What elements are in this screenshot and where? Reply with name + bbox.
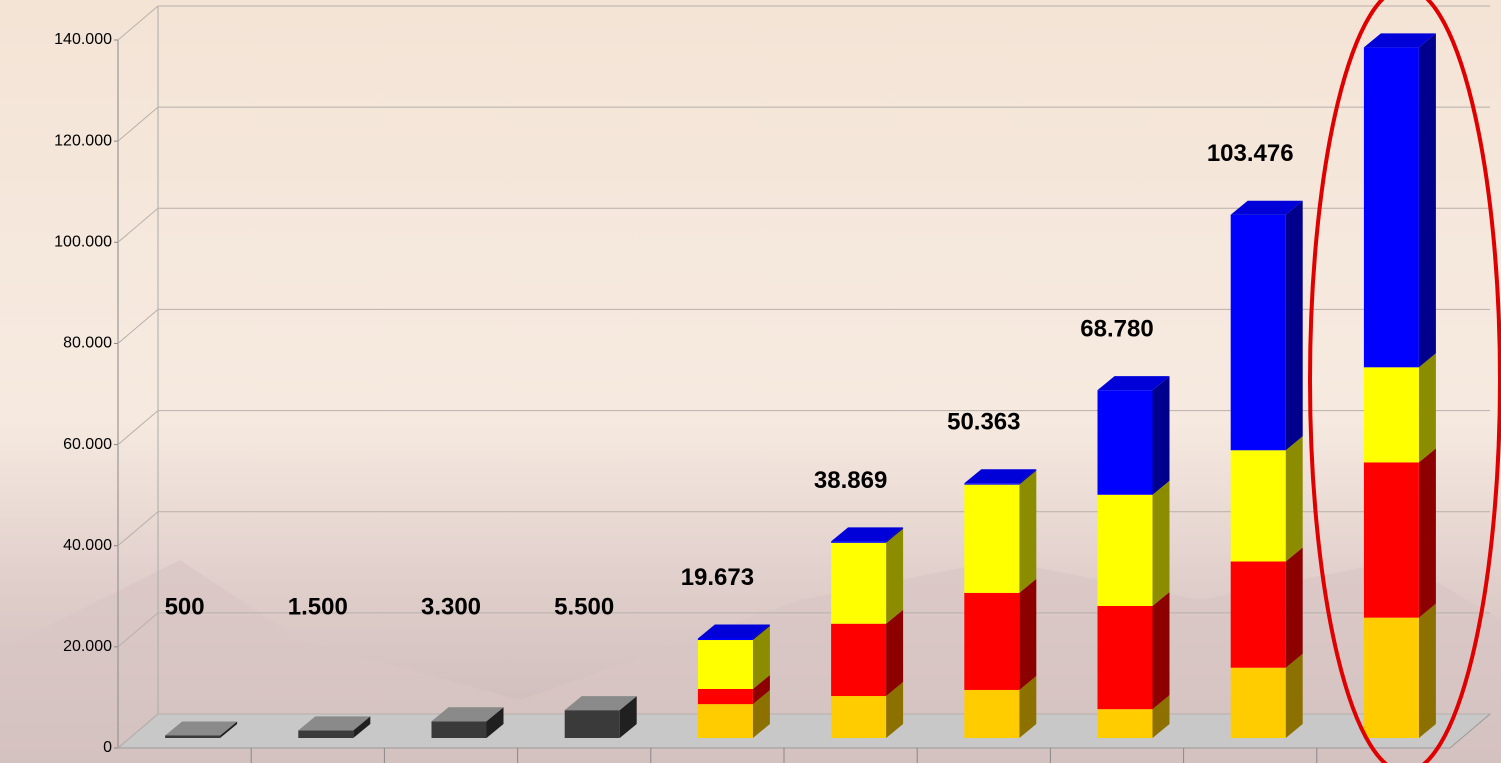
bar-segment [964,690,1019,738]
bar-segment [831,624,886,696]
bar-segment [1098,709,1153,738]
y-tick-label: 100.000 [54,234,112,251]
bar-segment [1364,618,1419,738]
bar-segment [1231,215,1286,451]
bar-segment [1231,562,1286,668]
bar-side [886,610,903,696]
bar-side [1153,376,1170,495]
bar-segment [165,735,220,738]
total-label: 19.673 [681,564,754,591]
total-label: 50.363 [947,409,1020,436]
bar-side [1019,579,1036,690]
bar-segment [1098,606,1153,709]
y-tick-label: 80.000 [63,335,112,352]
bar-segment [1231,668,1286,738]
bar-side [1419,448,1436,617]
bar-segment [1098,495,1153,606]
total-label: 5.500 [554,593,614,620]
bar-segment [831,543,886,624]
bar-segment [964,483,1019,484]
bar-segment [565,710,620,738]
total-label: 103.476 [1207,140,1294,167]
bar-side [1153,481,1170,606]
bar-segment [1364,462,1419,617]
bar-side [1153,592,1170,709]
bar-side [1286,548,1303,668]
bar-side [1286,201,1303,451]
bar-segment [1364,47,1419,367]
bar-segment [698,640,753,689]
total-label: 38.869 [814,467,887,494]
total-label: 500 [165,593,205,620]
y-tick-label: 20.000 [63,638,112,655]
y-tick-label: 60.000 [63,436,112,453]
bar-side [1286,654,1303,738]
bar-segment [1098,390,1153,495]
y-tick-label: 40.000 [63,537,112,554]
bar-segment [831,541,886,542]
bar-segment [964,593,1019,690]
bar-segment [698,704,753,738]
total-label: 68.780 [1080,316,1153,343]
y-tick-label: 0 [103,739,112,756]
bar-segment [1231,450,1286,561]
bar-side [1419,604,1436,738]
page: 0 20.000 40.000 60.000 80.000 100.000 120.000 1… [0,0,1501,763]
bar-side [1419,33,1436,367]
bar-side [1286,436,1303,561]
bar-side [1019,471,1036,593]
bar-segment [964,485,1019,593]
bar-side [1419,353,1436,462]
y-tick-label: 140.000 [54,31,112,48]
y-tick-label: 120.000 [54,132,112,149]
bar-segment [1364,367,1419,462]
bar-segment [698,639,753,641]
bar-segment [698,689,753,704]
total-label: 1.500 [288,593,348,620]
bar-side [886,529,903,624]
bar-segment [298,730,353,738]
bar-segment [831,696,886,738]
total-label: 3.300 [421,593,481,620]
chart: 0 20.000 40.000 60.000 80.000 100.000 120.000 1… [0,0,1501,763]
bar-segment [432,721,487,738]
